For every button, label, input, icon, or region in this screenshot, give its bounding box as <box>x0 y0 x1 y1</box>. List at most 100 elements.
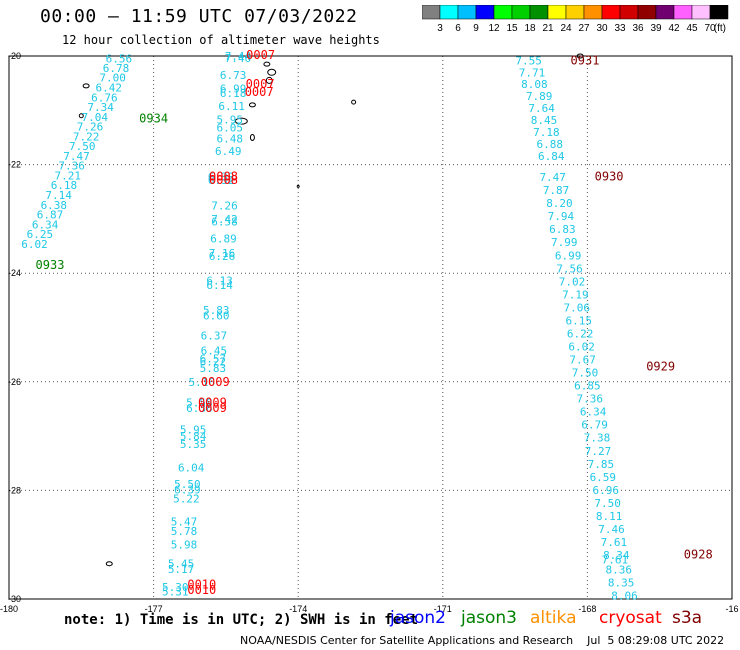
wave-height-value: 5.22 <box>173 493 200 506</box>
wave-height-value: 7.94 <box>548 210 575 223</box>
wave-height-value: 7.22 <box>73 130 100 143</box>
pass-time-label: 0008 <box>209 173 238 187</box>
colorbar-tick-label: 6 <box>455 23 461 34</box>
legend-jason2: jason2 <box>390 608 446 628</box>
colorbar-tick-label: 27 <box>578 23 590 34</box>
wave-height-value: 6.58 <box>211 216 238 229</box>
track-jason3: 6.566.787.006.426.767.347.047.267.227.50… <box>21 53 168 272</box>
longitude-tick-label: -177 <box>145 604 163 614</box>
wave-height-value: 6.83 <box>549 223 576 236</box>
wave-height-value: 7.89 <box>526 90 553 103</box>
pass-time-label: 0007 <box>245 85 274 99</box>
wave-height-value: 7.04 <box>82 111 109 124</box>
island-outline <box>576 53 584 59</box>
units-note: note: 1) Time is in UTC; 2) SWH is in fe… <box>64 612 419 628</box>
latitude-tick-label: -26 <box>8 377 21 387</box>
island-outline <box>78 113 84 119</box>
wave-height-value: 7.87 <box>543 184 570 197</box>
pass-time-label: 0007 <box>246 48 275 62</box>
pass-time-label: 0933 <box>36 258 65 272</box>
wave-height-value: 7.02 <box>559 275 586 288</box>
wave-height-value: 6.37 <box>201 330 228 343</box>
latitude-tick-label: -22 <box>8 160 21 170</box>
longitude-tick-label: -171 <box>434 604 452 614</box>
wave-height-value: 5.78 <box>171 525 198 538</box>
wave-height-value: 5.35 <box>180 438 207 451</box>
wave-height-value: 8.11 <box>596 510 623 523</box>
pass-time-label: 0008 <box>209 170 238 184</box>
wave-height-value: 5.45 <box>168 558 195 571</box>
wave-height-value: 5.83 <box>203 304 230 317</box>
wave-height-value: 6.60 <box>203 310 230 323</box>
wave-height-value: 7.47 <box>539 171 566 184</box>
wave-height-value: 6.14 <box>206 279 233 292</box>
colorbar-tick-label: 9 <box>473 23 479 34</box>
wave-height-value: 7.71 <box>519 66 546 79</box>
wave-height-value: 7.38 <box>584 432 611 445</box>
wave-height-value: 6.85 <box>574 380 601 393</box>
wave-height-value: 6.32 <box>208 174 235 187</box>
wave-height-value: 6.32 <box>208 171 235 184</box>
wave-height-value: 7.46 <box>598 523 625 536</box>
island-outline <box>267 68 277 76</box>
map-grid: -180 -177 -174 -171 -168 -16-20-22-24-26-28-3… <box>0 51 739 614</box>
wave-height-value: 6.89 <box>210 232 237 245</box>
wave-height-value: 7.61 <box>602 553 629 566</box>
track-s3a: 7.557.718.087.897.648.457.186.886.84 7.47… <box>515 53 712 602</box>
wave-height-value: 6.79 <box>581 419 608 432</box>
wave-height-value: 6.73 <box>220 69 247 82</box>
wave-height-value: 7.16 <box>209 247 236 260</box>
legend-s3a: s3a <box>672 608 703 628</box>
credit-line: NOAA/NESDIS Center for Satellite Applica… <box>240 634 725 647</box>
wave-height-value: 7.64 <box>528 102 555 115</box>
wave-height-value: 6.25 <box>27 228 54 241</box>
longitude-tick-label: -174 <box>289 604 307 614</box>
wave-height-value: 7.50 <box>572 367 599 380</box>
wave-height-value: 6.42 <box>96 81 123 94</box>
pass-time-label: 0928 <box>684 547 713 561</box>
pass-time-label: 0009 <box>201 375 230 389</box>
wave-height-value: 5.31 <box>162 585 189 598</box>
latitude-tick-label: -28 <box>8 485 21 495</box>
wave-height-value: 7.46 <box>225 52 252 65</box>
wave-height-value: 7.56 <box>556 262 583 275</box>
island-outline <box>296 184 300 188</box>
wave-height-value: 8.08 <box>521 78 548 91</box>
pass-time-label: 0010 <box>187 583 216 597</box>
colorbar-tick-label: 12 <box>488 23 500 34</box>
wave-height-value: 6.57 <box>200 352 227 365</box>
wave-height-value: 7.36 <box>58 160 85 173</box>
wave-height-value: 7.18 <box>533 126 560 139</box>
wave-height-value: 6.84 <box>538 150 565 163</box>
wave-height-value: 6.02 <box>568 341 595 354</box>
wave-height-value: 8.36 <box>605 564 632 577</box>
island-outline <box>234 117 248 125</box>
colorbar-tick-label: 24 <box>560 23 572 34</box>
wave-height-value: 5.95 <box>180 424 207 437</box>
pass-time-label: 0930 <box>595 170 624 184</box>
wave-height-colorbar: 3 6 9 12 15 18 21 24 27 30 33 36 39 42 45 70(ft) <box>422 5 729 34</box>
wave-height-value: 7.36 <box>577 393 604 406</box>
wave-height-value: 5.84 <box>180 430 207 443</box>
latitude-tick-label: -24 <box>8 268 21 278</box>
track-cryosat: 7.447.466.736.996.186.115.956.056.486.49… <box>162 48 275 598</box>
wave-height-value: 7.55 <box>515 54 542 67</box>
wave-height-value: 6.15 <box>565 314 592 327</box>
colorbar-tick-label: 15 <box>506 23 518 34</box>
wave-height-value: 6.04 <box>178 462 205 475</box>
wave-height-value: 6.18 <box>51 179 78 192</box>
wave-height-value: 6.96 <box>592 484 619 497</box>
wave-height-value: 6.05 <box>217 122 244 135</box>
wave-height-value: 6.99 <box>220 83 247 96</box>
wave-height-value: 8.34 <box>603 549 630 562</box>
longitude-tick-label: -168 <box>578 604 596 614</box>
wave-height-value: 6.39 <box>174 483 201 496</box>
wave-height-value: 7.26 <box>211 199 238 212</box>
colorbar-tick-label: 33 <box>614 23 626 34</box>
pass-time-label: 0929 <box>646 360 675 374</box>
island-outline <box>105 561 113 567</box>
wave-height-value: 7.42 <box>211 213 238 226</box>
colorbar-tick-label: 42 <box>668 23 680 34</box>
colorbar-tick-label: 21 <box>542 23 554 34</box>
